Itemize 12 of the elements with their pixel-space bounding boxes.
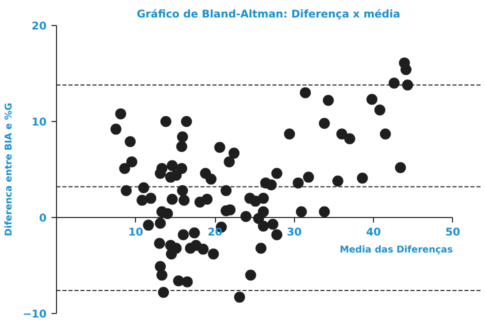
- y-tick-label: 20: [32, 20, 47, 32]
- y-tick-label: 10: [32, 116, 47, 128]
- x-axis-title: Media das Diferenças: [340, 244, 454, 256]
- x-tick-label: 20: [208, 226, 222, 238]
- x-tick-label: 50: [445, 226, 460, 238]
- y-axis-title: Diferenca entre BIA e %G: [4, 102, 15, 236]
- y-tick-label: 0: [39, 212, 47, 224]
- x-tick-label: 30: [286, 226, 302, 238]
- chart-title: Gráfico de Bland-Altman: Diferença x média: [136, 8, 400, 20]
- y-tick-label: −10: [22, 308, 47, 320]
- x-tick-label: 40: [366, 226, 381, 238]
- x-tick-label: 10: [128, 226, 144, 238]
